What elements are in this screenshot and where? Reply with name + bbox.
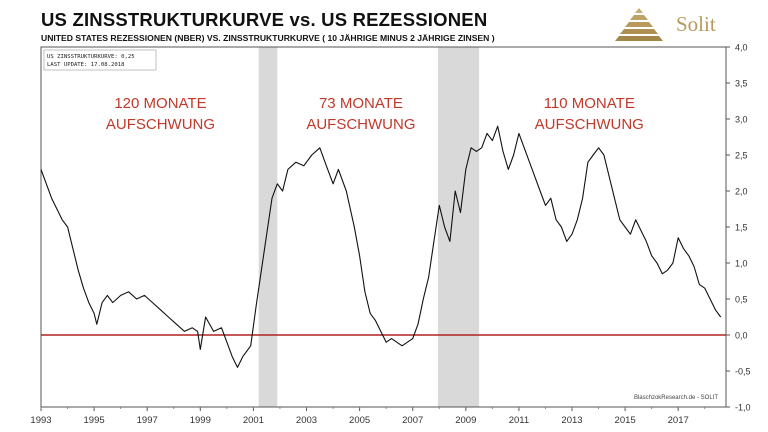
x-tick-label: 1997 bbox=[137, 415, 158, 426]
annotation-line2: AUFSCHWUNG bbox=[106, 116, 215, 133]
y-tick-label: 0,0 bbox=[735, 331, 748, 341]
info-update: LAST UPDATE: 17.08.2018 bbox=[47, 62, 125, 68]
x-tick-label: 2009 bbox=[455, 415, 476, 426]
x-tick-label: 2007 bbox=[402, 415, 423, 426]
x-tick-label: 2011 bbox=[509, 415, 529, 426]
y-tick-label: 0,5 bbox=[735, 295, 748, 305]
chart-subtitle: UNITED STATES REZESSIONEN (NBER) VS. ZIN… bbox=[41, 33, 495, 43]
y-tick-label: -1,0 bbox=[735, 403, 751, 413]
annotation-line1: 120 MONATE bbox=[114, 95, 206, 112]
x-tick-label: 2005 bbox=[349, 415, 370, 426]
info-value: US ZINSSTRUKTURKURVE: 0,25 bbox=[47, 54, 135, 60]
x-tick-label: 1993 bbox=[30, 415, 51, 426]
x-tick-label: 2001 bbox=[243, 415, 264, 426]
series-line-1 bbox=[40, 125, 722, 368]
y-tick-label: -0,5 bbox=[735, 367, 751, 377]
annotation-line1: 110 MONATE bbox=[544, 95, 635, 112]
y-tick-label: 3,5 bbox=[735, 79, 748, 89]
annotation-line1: 73 MONATE bbox=[319, 95, 403, 112]
y-tick-label: 3,0 bbox=[735, 115, 748, 125]
y-tick-label: 1,5 bbox=[735, 223, 748, 233]
x-tick-label: 1999 bbox=[190, 415, 211, 426]
y-tick-label: 1,0 bbox=[735, 259, 748, 269]
y-tick-label: 4,0 bbox=[735, 43, 748, 53]
y-tick-label: 2,5 bbox=[735, 151, 748, 161]
y-tick-label: 2,0 bbox=[735, 187, 748, 197]
logo-text: Solit bbox=[676, 12, 716, 36]
source-label: BlaschzokResearch.de - SOLIT bbox=[634, 395, 718, 401]
x-tick-label: 2015 bbox=[615, 415, 636, 426]
info-box bbox=[43, 49, 157, 71]
solit-logo: Solit bbox=[610, 6, 760, 44]
annotation-line2: AUFSCHWUNG bbox=[306, 116, 415, 133]
chart-title: US ZINSSTRUKTURKURVE vs. US REZESSIONEN bbox=[41, 9, 488, 30]
x-tick-label: 2017 bbox=[668, 415, 689, 426]
annotation-line2: AUFSCHWUNG bbox=[535, 116, 644, 133]
x-tick-label: 2013 bbox=[561, 415, 582, 426]
x-tick-label: 1995 bbox=[84, 415, 105, 426]
pyramid-icon bbox=[615, 8, 663, 41]
x-tick-label: 2003 bbox=[296, 415, 317, 426]
